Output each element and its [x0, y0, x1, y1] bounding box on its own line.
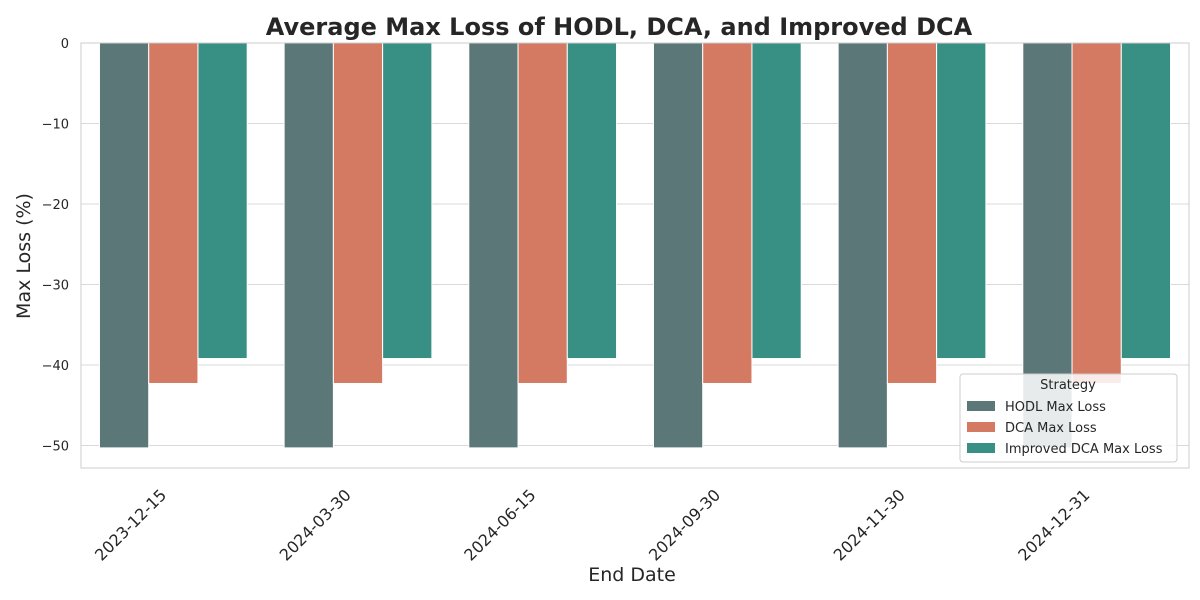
- y-tick-label: 0: [61, 37, 69, 52]
- y-tick-label: −10: [42, 117, 69, 132]
- legend-label: DCA Max Loss: [1005, 421, 1097, 436]
- x-tick-label: 2023-12-15: [91, 485, 170, 564]
- bar-dca-max-loss: [1071, 42, 1122, 384]
- bar-hodl-max-loss: [468, 42, 519, 449]
- bar-improved-dca-max-loss: [1120, 42, 1172, 360]
- y-tick-label: −40: [42, 359, 69, 374]
- legend-label: Improved DCA Max Loss: [1005, 442, 1163, 457]
- bar-dca-max-loss: [886, 42, 938, 384]
- y-axis-label: Max Loss (%): [13, 193, 35, 319]
- legend-swatch: [967, 401, 995, 411]
- bar-improved-dca-max-loss: [382, 42, 433, 360]
- plot-border: [80, 42, 1190, 469]
- x-axis-label: End Date: [588, 564, 676, 586]
- x-tick-label: 2024-09-30: [645, 485, 724, 564]
- legend-box: [959, 373, 1178, 463]
- x-tick-label: 2024-11-30: [830, 485, 909, 564]
- y-tick-label: −30: [42, 278, 69, 293]
- y-axis-ticks: 0 −10 −20 −30 −40 −50: [42, 37, 69, 454]
- bar-improved-dca-max-loss: [751, 42, 802, 360]
- y-tick-label: −20: [42, 198, 69, 213]
- legend: Strategy HODL Max Loss DCA Max Loss Improv…: [959, 373, 1178, 463]
- legend-title: Strategy: [1040, 378, 1096, 393]
- bar-hodl-max-loss: [283, 42, 334, 449]
- bar-dca-max-loss: [148, 42, 199, 384]
- bar-hodl-max-loss: [837, 42, 888, 449]
- chart-title: Average Max Loss of HODL, DCA, and Impro…: [266, 13, 973, 41]
- bar-improved-dca-max-loss: [566, 42, 618, 360]
- bar-dca-max-loss: [332, 42, 384, 384]
- legend-label: HODL Max Loss: [1005, 400, 1106, 415]
- x-tick-label: 2024-06-15: [460, 485, 539, 564]
- x-axis-ticks: 2023-12-15 2024-03-30 2024-06-15 2024-09-30…: [91, 485, 1094, 564]
- legend-swatch: [967, 422, 995, 432]
- bar-dca-max-loss: [702, 42, 753, 384]
- y-tick-label: −50: [42, 439, 69, 454]
- legend-swatch: [967, 443, 995, 453]
- x-tick-label: 2024-03-30: [276, 485, 355, 564]
- bar-improved-dca-max-loss: [936, 42, 987, 360]
- x-tick-label: 2024-12-31: [1014, 485, 1093, 564]
- bar-hodl-max-loss: [652, 42, 704, 449]
- plot-frame: [80, 42, 1190, 469]
- bar-improved-dca-max-loss: [197, 42, 248, 360]
- legend-items: HODL Max Loss DCA Max Loss Improved DCA Ma…: [967, 400, 1163, 457]
- bar-hodl-max-loss: [98, 42, 150, 449]
- bar-dca-max-loss: [517, 42, 568, 384]
